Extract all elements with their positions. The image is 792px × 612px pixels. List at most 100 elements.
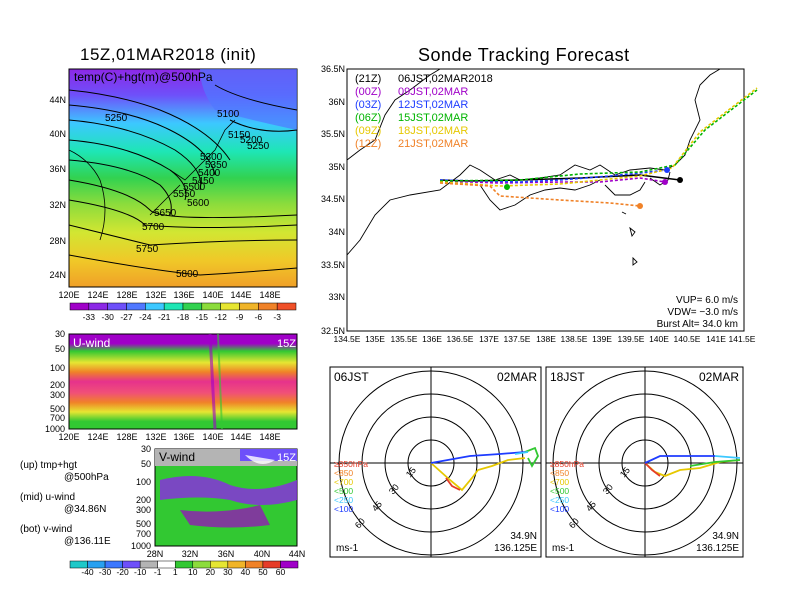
pressure-label: 1000 (131, 541, 151, 551)
colorbar-label: -1 (154, 567, 162, 577)
lon-label: 135E (365, 334, 385, 344)
colorbar-label: -30 (99, 567, 112, 577)
colorbar-label: 30 (223, 567, 233, 577)
uwind-x-labels: 120E 124E 128E 132E 136E 140E 144E 148E (58, 432, 280, 442)
polar-unit: ms-1 (552, 543, 575, 554)
colorbar-label: -12 (215, 312, 228, 322)
contour-label: 5450 (192, 176, 215, 187)
lon-label: 137.5E (504, 334, 531, 344)
pressure-legend-item: <100 (334, 504, 353, 514)
colorbar-label: -33 (83, 312, 96, 322)
lat-label: 36N (218, 549, 235, 559)
lon-label: 120E (58, 290, 79, 300)
pressure-label: 300 (136, 505, 151, 515)
contour-label: 5600 (187, 198, 210, 209)
lat-label: 34N (328, 227, 345, 237)
lon-label: 148E (259, 290, 280, 300)
ring-label: 15 (618, 465, 632, 479)
colorbar-label: -27 (120, 312, 133, 322)
launch-code: (09Z) (355, 125, 381, 137)
polar-unit: ms-1 (336, 543, 359, 554)
lon-label: 124E (87, 290, 108, 300)
trajectory-12z (439, 182, 641, 207)
polar-lat: 34.9N (510, 531, 537, 542)
uwind-y-labels: 30 50 100 200 300 500 700 1000 (45, 329, 65, 434)
launch-time: 12JST,02MAR (398, 99, 468, 111)
lon-label: 136E (173, 432, 194, 442)
colorbar-label: -6 (255, 312, 263, 322)
colorbar-label: 40 (241, 567, 251, 577)
colorbar-label: 60 (276, 567, 286, 577)
trajectories (439, 87, 758, 207)
lon-label: 124E (87, 432, 108, 442)
contour-label: 5150 (228, 130, 251, 141)
pressure-label: 700 (136, 529, 151, 539)
pressure-legend-1: ≥850hPa <850 <700 <500 <250 <100 (334, 459, 368, 514)
ring-label: 30 (387, 482, 401, 496)
lat-label: 32N (49, 200, 66, 210)
polar-footers: 34.9N 136.125E ms-1 34.9N 136.125E ms-1 (336, 531, 739, 554)
trajectory-09z (439, 87, 758, 187)
pressure-legend-item: <500 (334, 486, 353, 496)
contour-label: 5250 (247, 141, 270, 152)
lon-label: 132E (145, 290, 166, 300)
note-line: (up) tmp+hgt (20, 460, 77, 471)
launch-code: (06Z) (355, 112, 381, 124)
pressure-label: 200 (136, 495, 151, 505)
main-map-frame (346, 68, 745, 332)
param-vup: VUP= 6.0 m/s (676, 295, 738, 306)
lat-label: 35.5N (321, 129, 345, 139)
colorbar-label: -24 (139, 312, 152, 322)
contour-label: 5400 (198, 168, 221, 179)
launch-time: 09JST,02MAR (398, 86, 468, 98)
pressure-legend-item: <700 (550, 477, 569, 487)
pressure-label: 30 (141, 444, 151, 454)
colorbar-label: -3 (273, 312, 281, 322)
pressure-legend-item: <850 (334, 468, 353, 478)
colorbar-label: 1 (173, 567, 178, 577)
polar-plot-18jst (545, 366, 744, 558)
ring-label: 45 (584, 499, 598, 513)
launch-time: 06JST,02MAR2018 (398, 73, 493, 85)
note-line: @136.11E (64, 536, 111, 547)
lon-label: 138.5E (561, 334, 588, 344)
pressure-legend-item: <700 (334, 477, 353, 487)
launch-code: (12Z) (355, 138, 381, 150)
pressure-legend-item: <100 (550, 504, 569, 514)
top-map-lon-labels: 120E 124E 128E 132E 136E 140E 144E 148E (58, 290, 280, 300)
pressure-legend-2: ≥850hPa <850 <700 <500 <250 <100 (550, 459, 584, 514)
lat-label: 35N (328, 162, 345, 172)
launch-time: 21JST,02MAR (398, 138, 468, 150)
contour-label: 5200 (240, 135, 263, 146)
polar-plot-06jst (329, 366, 542, 558)
lat-label: 28N (49, 236, 66, 246)
temp-map-label: temp(C)+hgt(m)@500hPa (74, 70, 213, 84)
colorbar-label: 50 (258, 567, 268, 577)
contour-labels: 5250 5100 5150 5200 5250 5300 5350 5400 … (105, 109, 270, 280)
uwind-label: U-wind (73, 336, 110, 350)
trajectory-06z (439, 89, 758, 182)
lon-label: 140E (202, 432, 223, 442)
pressure-label: 100 (136, 477, 151, 487)
lon-label: 120E (58, 432, 79, 442)
trajectory-03z (439, 169, 668, 183)
main-title: Sonde Tracking Forecast (418, 45, 630, 65)
sonde-params: VUP= 6.0 m/s VDW= −3.0 m/s Burst Alt= 34… (657, 295, 738, 330)
pressure-label: 300 (50, 390, 65, 400)
lon-label: 134.5E (334, 334, 361, 344)
lon-label: 136E (173, 290, 194, 300)
colorbar-label: -21 (158, 312, 171, 322)
lon-label: 139.5E (618, 334, 645, 344)
contour-label: 5750 (136, 244, 159, 255)
top-map-lat-labels: 44N 40N 36N 32N 28N 24N (49, 95, 66, 280)
lon-label: 144E (230, 432, 251, 442)
param-burst: Burst Alt= 34.0 km (657, 319, 738, 330)
lat-label: 40N (254, 549, 271, 559)
contour-label: 5100 (217, 109, 240, 120)
uwind-section (68, 333, 298, 430)
coastline (346, 68, 721, 266)
pressure-label: 700 (50, 413, 65, 423)
lon-label: 132E (145, 432, 166, 442)
